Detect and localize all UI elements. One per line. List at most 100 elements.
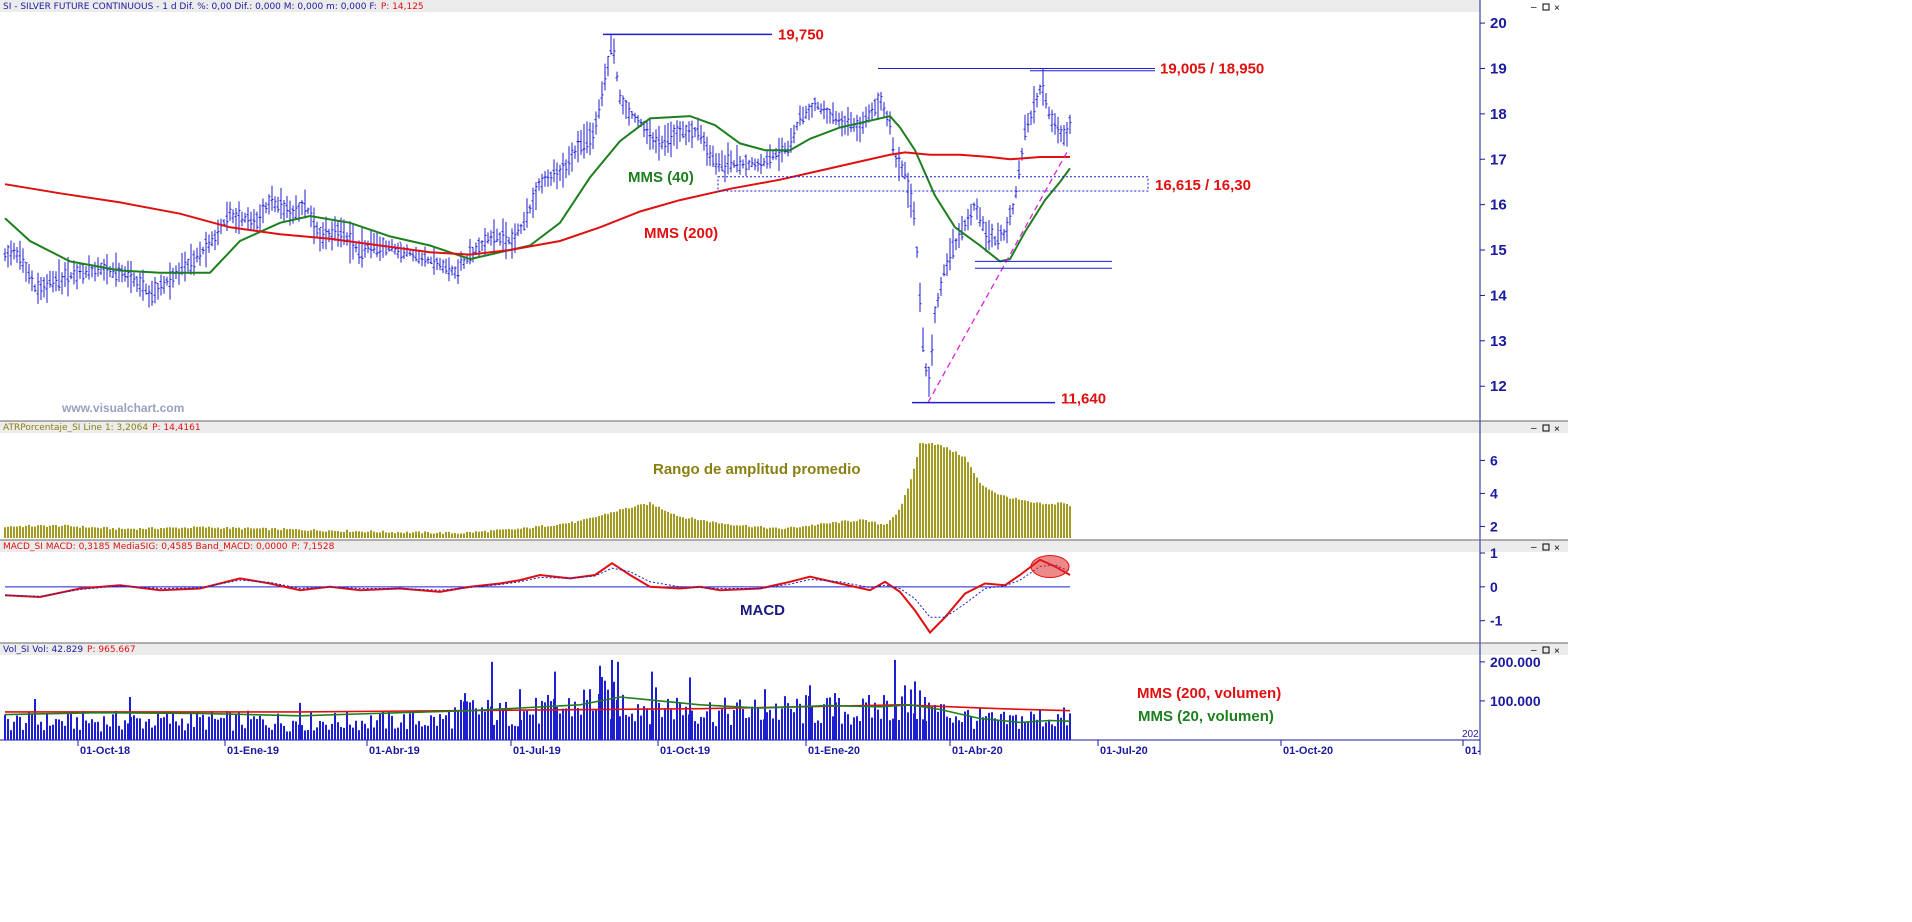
price-bar [753,158,757,171]
price-bar [192,250,196,276]
volume-bar [103,716,105,740]
price-bar [1023,114,1027,141]
atr-bar [976,477,978,538]
price-bar [474,242,478,254]
atr-bar [598,515,600,538]
price-bar [579,130,583,155]
volume-bar [850,724,852,740]
volume-bar [844,711,846,740]
atr-bar [367,531,369,538]
minimize-icon[interactable]: – [1531,2,1537,13]
atr-bar [466,531,468,538]
volume-bar [235,714,237,740]
minimize-icon[interactable]: – [1531,542,1537,553]
volume-bar [409,713,411,740]
price-bar [606,55,610,77]
price-bar [1038,84,1042,95]
volume-bar [61,721,63,740]
maximize-icon[interactable] [1542,543,1550,551]
price-bar [660,135,664,150]
price-bar [621,95,625,115]
atr-bar [793,527,795,538]
price-bar [318,226,322,252]
atr-bar [946,447,948,538]
atr-bar [448,531,450,538]
price-bar [840,111,844,137]
atr-bar [733,525,735,538]
atr-bar [955,451,957,538]
price-bar [837,112,841,127]
volume-bar [764,689,766,740]
volume-bar [127,723,129,740]
volume-bar [922,719,924,740]
atr-bar [547,526,549,538]
volume-bar [136,718,138,740]
uptrend-line[interactable] [927,149,1069,403]
volume-bar [259,715,261,740]
atr-bar [313,529,315,538]
atr-bar [145,529,147,538]
price-bar [828,108,832,124]
price-bar [378,236,382,261]
price-bar [315,221,319,238]
maximize-icon[interactable] [1542,3,1550,11]
price-bar [708,145,712,167]
zone-16615-16300[interactable] [717,176,1149,192]
volume-bar [859,721,861,740]
volume-bar [325,724,327,740]
price-bar [873,98,877,116]
volume-bar [985,716,987,740]
atr-bar [544,526,546,538]
minimize-icon[interactable]: – [1531,423,1537,434]
atr-bar [1051,503,1053,538]
volume-bar [139,718,141,740]
close-icon[interactable]: × [1554,646,1560,657]
price-bar [120,264,124,283]
atr-bar [502,529,504,538]
price-bar [30,270,34,292]
price-bar [1026,113,1030,133]
vol-window-controls[interactable]: – × [1531,645,1560,657]
close-icon[interactable]: × [1554,3,1560,14]
volume-bar [991,712,993,740]
macd-window-controls[interactable]: – × [1531,542,1560,554]
volume-bar [457,710,459,740]
volume-bar [694,721,696,740]
macd-highlight-ellipse[interactable] [1030,555,1070,579]
atr-bar [985,487,987,538]
atr-bar [631,507,633,538]
volume-bar [94,722,96,740]
atr-bar [958,454,960,538]
atr-window-controls[interactable]: – × [1531,423,1560,435]
volume-bar [253,716,255,740]
price-window-controls[interactable]: – × [1531,2,1560,14]
volume-bar [76,717,78,740]
volume-bar [595,708,597,740]
atr-bar [97,527,99,538]
minimize-icon[interactable]: – [1531,645,1537,656]
atr-bar [691,517,693,538]
close-icon[interactable]: × [1554,543,1560,554]
atr-bar [562,523,564,538]
atr-bar [10,526,12,538]
price-bar [243,212,247,223]
price-bar [201,246,205,255]
atr-bar [415,531,417,538]
volume-bar [949,718,951,740]
maximize-icon[interactable] [1542,424,1550,432]
volume-bar [865,702,867,740]
price-bar [507,236,511,245]
close-icon[interactable]: × [1554,424,1560,435]
volume-bar [469,702,471,740]
atr-bar [1057,502,1059,538]
price-bar [645,121,649,145]
price-bar [936,292,940,308]
atr-bar [226,526,228,538]
price-bar [807,103,811,121]
atr-bar [238,527,240,538]
maximize-icon[interactable] [1542,646,1550,654]
volume-bar [13,721,15,740]
atr-bar [658,506,660,538]
price-bar [879,91,883,111]
volume-bar [448,711,450,740]
